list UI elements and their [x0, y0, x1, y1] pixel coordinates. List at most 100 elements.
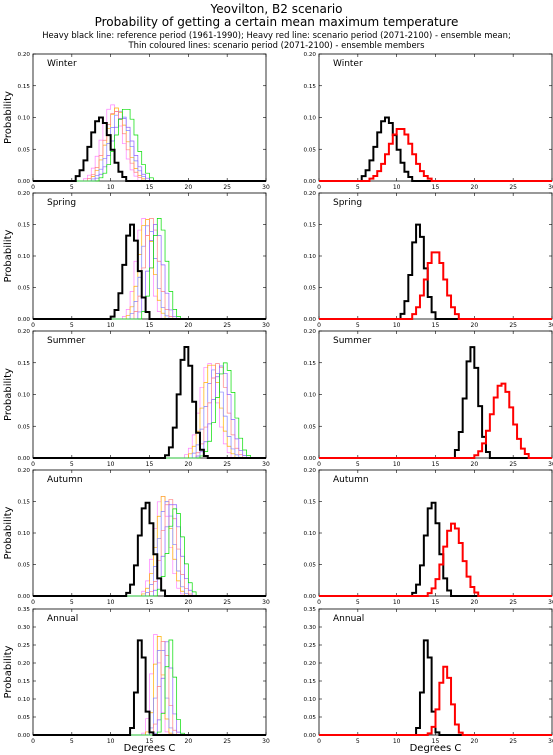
- x-tick-label-summer-mean: 25: [509, 461, 517, 468]
- reference-line-annual-members: [33, 639, 266, 736]
- x-tick-label-annual-mean: 15: [432, 738, 440, 745]
- y-tick-label-winter-mean: 0.10: [304, 116, 317, 122]
- y-tick-label-summer-mean: 0.15: [304, 361, 317, 367]
- x-tick-label-annual-members: 20: [185, 738, 193, 745]
- x-tick-label-autumn-members: 20: [185, 599, 193, 606]
- x-tick-label-spring-mean: 5: [356, 322, 360, 329]
- reference-line-spring-members: [33, 223, 266, 320]
- x-tick-label-winter-members: 25: [223, 184, 231, 191]
- x-tick-label-spring-members: 10: [107, 322, 115, 329]
- y-tick-label-autumn-members: 0.10: [18, 531, 31, 537]
- y-tick-label-spring-members: 0.20: [18, 191, 31, 197]
- x-tick-label-annual-members: 30: [262, 738, 270, 745]
- panel-label-summer-mean: Summer: [333, 336, 371, 346]
- x-tick-label-autumn-members: 30: [262, 599, 270, 606]
- y-tick-label-spring-members: 0.00: [18, 317, 31, 323]
- panel-label-winter-members: Winter: [47, 59, 77, 69]
- y-axis-label: Probability: [3, 368, 14, 421]
- y-tick-label-annual-members: 0.05: [18, 715, 31, 721]
- y-tick-label-annual-members: 0.30: [18, 625, 31, 631]
- y-tick-label-annual-members: 0.00: [18, 733, 31, 739]
- y-tick-label-annual-mean: 0.25: [304, 643, 317, 649]
- x-tick-label-winter-members: 0: [31, 184, 35, 191]
- x-tick-label-winter-mean: 25: [509, 184, 517, 191]
- x-tick-label-summer-members: 15: [146, 461, 154, 468]
- x-tick-label-winter-members: 30: [262, 184, 270, 191]
- y-tick-label-winter-members: 0.10: [18, 116, 31, 122]
- y-tick-label-spring-mean: 0.20: [304, 191, 317, 197]
- x-tick-label-summer-mean: 0: [317, 461, 321, 468]
- x-tick-label-spring-members: 15: [146, 322, 154, 329]
- y-tick-label-spring-mean: 0.15: [304, 223, 317, 229]
- x-tick-label-spring-members: 20: [185, 322, 193, 329]
- x-axis-label-1: Degrees C: [124, 743, 176, 754]
- y-tick-label-summer-members: 0.15: [18, 361, 31, 367]
- x-tick-label-autumn-mean: 0: [317, 599, 321, 606]
- ensemble-mean-line-annual-mean: [319, 665, 552, 736]
- x-tick-label-annual-members: 10: [107, 738, 115, 745]
- y-tick-label-winter-members: 0.05: [18, 147, 31, 153]
- y-tick-label-autumn-members: 0.05: [18, 563, 31, 569]
- y-tick-label-winter-members: 0.00: [18, 179, 31, 185]
- x-tick-label-spring-mean: 20: [471, 322, 479, 329]
- y-tick-label-annual-mean: 0.05: [304, 715, 317, 721]
- x-tick-label-summer-members: 30: [262, 461, 270, 468]
- y-tick-label-annual-mean: 0.30: [304, 625, 317, 631]
- ensemble-mean-line-spring-mean: [319, 251, 552, 320]
- x-tick-label-annual-members: 25: [223, 738, 231, 745]
- y-tick-label-annual-mean: 0.20: [304, 661, 317, 667]
- y-tick-label-winter-mean: 0.05: [304, 147, 317, 153]
- member-line-winter-members-1: [33, 104, 266, 182]
- x-tick-label-winter-members: 5: [70, 184, 74, 191]
- y-tick-label-summer-mean: 0.00: [304, 456, 317, 462]
- y-tick-label-winter-members: 0.15: [18, 84, 31, 90]
- x-tick-label-summer-mean: 30: [548, 461, 553, 468]
- x-tick-label-annual-mean: 25: [509, 738, 517, 745]
- y-tick-label-annual-members: 0.35: [18, 607, 31, 613]
- reference-line-winter-members: [33, 116, 266, 182]
- ensemble-mean-line-summer-mean: [319, 382, 552, 459]
- x-tick-label-annual-mean: 0: [317, 738, 321, 745]
- y-tick-label-summer-mean: 0.20: [304, 329, 317, 335]
- y-tick-label-annual-members: 0.15: [18, 679, 31, 685]
- reference-line-summer-members: [33, 346, 266, 459]
- y-tick-label-winter-mean: 0.00: [304, 179, 317, 185]
- y-tick-label-summer-members: 0.20: [18, 329, 31, 335]
- y-tick-label-autumn-members: 0.20: [18, 468, 31, 474]
- x-tick-label-spring-mean: 10: [393, 322, 401, 329]
- x-tick-label-autumn-mean: 15: [432, 599, 440, 606]
- x-tick-label-autumn-members: 0: [31, 599, 35, 606]
- reference-line-winter-mean: [319, 116, 552, 182]
- panel-label-autumn-members: Autumn: [47, 475, 83, 485]
- panel-label-winter-mean: Winter: [333, 59, 363, 69]
- x-tick-label-autumn-mean: 10: [393, 599, 401, 606]
- member-line-winter-members-2: [33, 107, 266, 182]
- x-tick-label-summer-members: 20: [185, 461, 193, 468]
- y-tick-label-autumn-mean: 0.20: [304, 468, 317, 474]
- x-tick-label-autumn-mean: 20: [471, 599, 479, 606]
- y-tick-label-winter-members: 0.20: [18, 52, 31, 58]
- y-tick-label-autumn-members: 0.15: [18, 500, 31, 506]
- x-tick-label-autumn-mean: 30: [548, 599, 553, 606]
- y-tick-label-autumn-mean: 0.05: [304, 563, 317, 569]
- x-axis-label-2: Degrees C: [410, 743, 462, 754]
- y-tick-label-annual-mean: 0.15: [304, 679, 317, 685]
- x-tick-label-spring-members: 25: [223, 322, 231, 329]
- x-tick-label-autumn-mean: 25: [509, 599, 517, 606]
- x-tick-label-summer-members: 0: [31, 461, 35, 468]
- x-tick-label-autumn-members: 15: [146, 599, 154, 606]
- plot-frame-winter-members: [32, 53, 267, 182]
- ensemble-mean-line-autumn-mean: [319, 522, 552, 597]
- x-tick-label-annual-mean: 10: [393, 738, 401, 745]
- x-tick-label-annual-mean: 5: [356, 738, 360, 745]
- y-tick-label-autumn-members: 0.00: [18, 594, 31, 600]
- y-tick-label-autumn-mean: 0.15: [304, 500, 317, 506]
- x-tick-label-autumn-members: 5: [70, 599, 74, 606]
- legend-line-2: Thin coloured lines: scenario period (20…: [128, 40, 425, 50]
- y-tick-label-annual-mean: 0.35: [304, 607, 317, 613]
- x-tick-label-annual-mean: 30: [548, 738, 553, 745]
- member-line-winter-members-3: [33, 110, 266, 182]
- x-tick-label-spring-mean: 15: [432, 322, 440, 329]
- x-tick-label-winter-mean: 15: [432, 184, 440, 191]
- reference-line-summer-mean: [319, 346, 552, 459]
